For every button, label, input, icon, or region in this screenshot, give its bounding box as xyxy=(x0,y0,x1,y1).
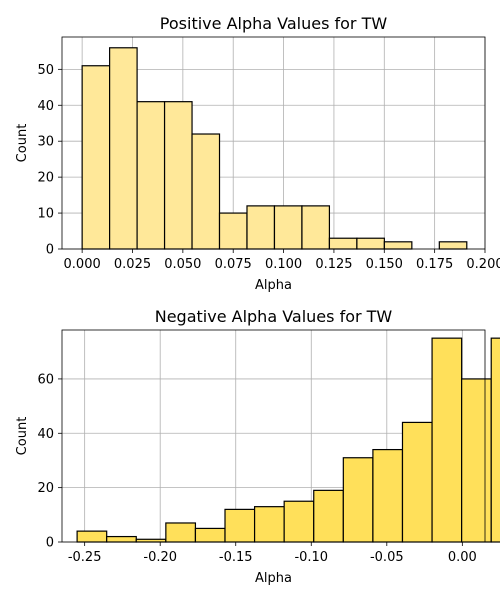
chart-title: Positive Alpha Values for TW xyxy=(160,14,388,33)
y-tick-label: 20 xyxy=(37,171,54,186)
x-tick-label: 0.050 xyxy=(164,257,201,272)
plot-frame xyxy=(61,329,486,543)
histogram-bar xyxy=(313,489,344,543)
histogram-bar xyxy=(342,457,374,543)
x-tick-label: 0.075 xyxy=(215,257,252,272)
histogram-bar xyxy=(438,241,468,250)
histogram-bar xyxy=(136,101,166,250)
histogram-bar xyxy=(218,212,248,250)
x-tick-label: 0.200 xyxy=(466,257,500,272)
histogram-bar xyxy=(431,337,463,543)
x-tick-label: -0.20 xyxy=(143,550,177,565)
y-tick-label: 60 xyxy=(37,372,54,387)
histogram-bar xyxy=(81,65,111,250)
histogram-bar xyxy=(356,237,385,250)
y-axis-label: Count xyxy=(15,417,30,456)
histogram-bar xyxy=(301,205,331,250)
y-tick-label: 40 xyxy=(37,99,54,114)
histogram-bar xyxy=(224,508,256,543)
y-tick-label: 10 xyxy=(37,207,54,222)
histogram-bars xyxy=(81,47,468,250)
x-tick-label: 0.000 xyxy=(64,257,101,272)
x-axis-label: Alpha xyxy=(255,571,292,586)
histogram-bar xyxy=(253,506,285,543)
histogram-bar xyxy=(490,337,500,543)
plot-frame xyxy=(61,36,486,250)
x-tick-label: -0.10 xyxy=(294,550,328,565)
histogram-bar xyxy=(106,535,137,543)
y-tick-label: 20 xyxy=(37,481,54,496)
histogram-bar xyxy=(401,421,433,543)
x-tick-label: 0.00 xyxy=(448,550,477,565)
y-tick-label: 30 xyxy=(37,135,54,150)
y-tick-label: 50 xyxy=(37,63,54,78)
histogram-bars xyxy=(76,337,500,543)
histogram-bar xyxy=(372,448,404,543)
x-tick-label: -0.05 xyxy=(370,550,404,565)
histogram-bar xyxy=(194,527,226,543)
x-tick-label: 0.100 xyxy=(265,257,302,272)
x-axis-label: Alpha xyxy=(255,278,292,293)
x-axis-ticks: 0.000 0.025 0.050 0.075 0.100 0.125 0.150 0.175… xyxy=(64,249,500,272)
negative-alpha-histogram: -0.25 -0.20 -0.15 -0.10 -0.05 0.00 0 20 40 60 Ne… xyxy=(15,307,500,586)
histogram-bar xyxy=(109,47,138,250)
histogram-bar xyxy=(76,530,108,543)
y-tick-label: 40 xyxy=(37,427,54,442)
y-tick-label: 0 xyxy=(46,243,54,258)
x-tick-label: 0.025 xyxy=(114,257,151,272)
x-axis-ticks: -0.25 -0.20 -0.15 -0.10 -0.05 0.00 xyxy=(68,542,477,565)
chart-title: Negative Alpha Values for TW xyxy=(155,307,393,326)
histogram-bar xyxy=(383,241,413,250)
x-tick-label: -0.15 xyxy=(219,550,253,565)
histogram-bar xyxy=(165,522,197,543)
y-axis-label: Count xyxy=(15,124,30,163)
histogram-bar xyxy=(273,205,303,250)
histogram-bar xyxy=(191,133,221,250)
y-axis-ticks: 0 20 40 60 xyxy=(37,372,62,551)
histogram-bar xyxy=(246,205,276,250)
histogram-bar xyxy=(461,378,492,543)
histogram-bar xyxy=(283,500,315,543)
x-tick-label: 0.175 xyxy=(416,257,453,272)
histogram-bar xyxy=(328,237,358,250)
y-axis-ticks: 0 10 20 30 40 50 xyxy=(37,63,62,258)
x-tick-label: 0.125 xyxy=(315,257,352,272)
x-tick-label: -0.25 xyxy=(68,550,102,565)
positive-alpha-histogram: 0.000 0.025 0.050 0.075 0.100 0.125 0.150 0.175… xyxy=(15,14,500,293)
histogram-bar xyxy=(135,538,167,543)
y-tick-label: 0 xyxy=(46,536,54,551)
x-tick-label: 0.150 xyxy=(366,257,403,272)
histogram-bar xyxy=(163,101,193,250)
